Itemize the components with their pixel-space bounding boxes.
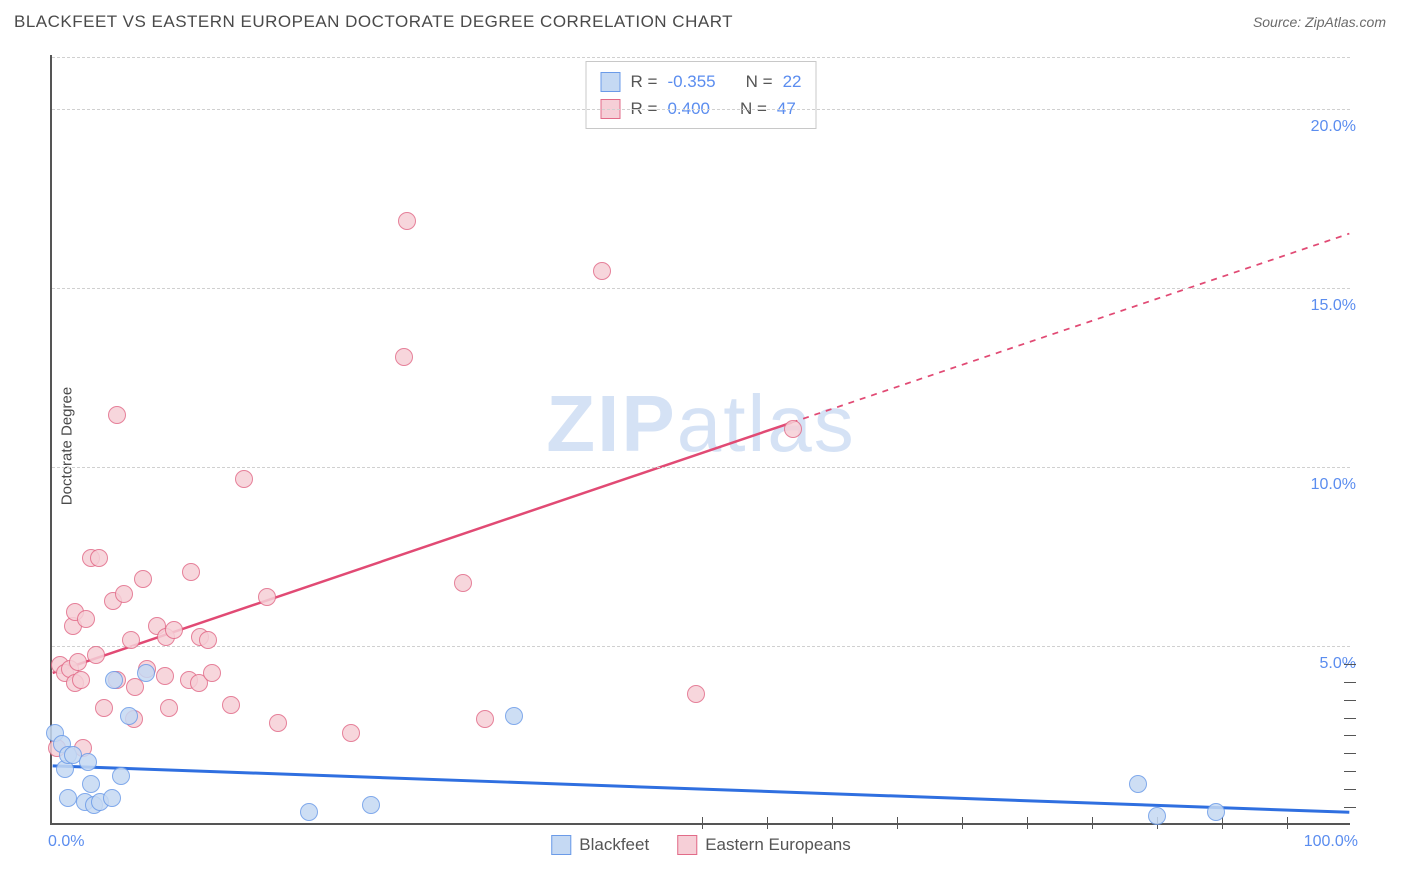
y-tick-mark <box>1344 735 1356 736</box>
stats-legend-box: R = -0.355 N = 22 R = 0.400 N = 47 <box>586 61 817 129</box>
gridline <box>52 646 1350 647</box>
data-point <box>687 685 705 703</box>
legend-label: Eastern Europeans <box>705 835 851 855</box>
data-point <box>77 610 95 628</box>
data-point <box>1129 775 1147 793</box>
data-point <box>120 707 138 725</box>
legend-item-blackfeet: Blackfeet <box>551 835 649 855</box>
data-point <box>90 549 108 567</box>
data-point <box>235 470 253 488</box>
legend-label: Blackfeet <box>579 835 649 855</box>
gridline <box>52 467 1350 468</box>
x-tick-mark <box>1287 817 1288 829</box>
y-tick-label: 10.0% <box>1311 476 1356 494</box>
data-point <box>258 588 276 606</box>
data-point <box>137 664 155 682</box>
x-tick-mark <box>1092 817 1093 829</box>
bottom-legend: Blackfeet Eastern Europeans <box>551 835 850 855</box>
data-point <box>72 671 90 689</box>
data-point <box>134 570 152 588</box>
stats-row-blackfeet: R = -0.355 N = 22 <box>601 68 802 95</box>
data-point <box>103 789 121 807</box>
x-tick-mark <box>1222 817 1223 829</box>
x-tick-mark <box>832 817 833 829</box>
n-value-blackfeet: 22 <box>783 68 802 95</box>
data-point <box>395 348 413 366</box>
data-point <box>115 585 133 603</box>
data-point <box>593 262 611 280</box>
data-point <box>182 563 200 581</box>
data-point <box>112 767 130 785</box>
data-point <box>156 667 174 685</box>
data-point <box>165 621 183 639</box>
gridline <box>52 57 1350 58</box>
y-tick-mark <box>1344 789 1356 790</box>
x-tick-mark <box>702 817 703 829</box>
watermark: ZIPatlas <box>546 378 855 470</box>
data-point <box>105 671 123 689</box>
data-point <box>122 631 140 649</box>
x-tick-mark <box>767 817 768 829</box>
scatter-chart: ZIPatlas R = -0.355 N = 22 R = 0.400 N =… <box>50 55 1350 825</box>
data-point <box>87 646 105 664</box>
x-tick-min: 0.0% <box>48 833 84 851</box>
data-point <box>82 775 100 793</box>
y-tick-mark <box>1344 771 1356 772</box>
data-point <box>476 710 494 728</box>
y-tick-label: 20.0% <box>1311 118 1356 136</box>
chart-source: Source: ZipAtlas.com <box>1253 14 1386 30</box>
gridline <box>52 109 1350 110</box>
y-tick-mark <box>1344 700 1356 701</box>
x-tick-mark <box>962 817 963 829</box>
data-point <box>1148 807 1166 825</box>
x-tick-mark <box>1027 817 1028 829</box>
chart-header: BLACKFEET VS EASTERN EUROPEAN DOCTORATE … <box>0 0 1406 40</box>
y-tick-mark <box>1344 718 1356 719</box>
data-point <box>222 696 240 714</box>
data-point <box>108 406 126 424</box>
swatch-icon <box>677 835 697 855</box>
chart-title: BLACKFEET VS EASTERN EUROPEAN DOCTORATE … <box>14 12 733 32</box>
data-point <box>362 796 380 814</box>
data-point <box>1207 803 1225 821</box>
x-tick-max: 100.0% <box>1304 833 1358 851</box>
x-tick-mark <box>897 817 898 829</box>
n-label: N = <box>746 68 773 95</box>
y-tick-mark <box>1344 664 1356 665</box>
data-point <box>203 664 221 682</box>
swatch-blackfeet <box>601 72 621 92</box>
legend-item-eastern: Eastern Europeans <box>677 835 851 855</box>
data-point <box>79 753 97 771</box>
data-point <box>269 714 287 732</box>
y-tick-mark <box>1344 753 1356 754</box>
data-point <box>505 707 523 725</box>
data-point <box>199 631 217 649</box>
data-point <box>69 653 87 671</box>
y-tick-mark <box>1344 807 1356 808</box>
swatch-icon <box>551 835 571 855</box>
data-point <box>95 699 113 717</box>
data-point <box>160 699 178 717</box>
gridline <box>52 288 1350 289</box>
y-tick-label: 15.0% <box>1311 297 1356 315</box>
r-label: R = <box>631 68 658 95</box>
data-point <box>398 212 416 230</box>
r-value-blackfeet: -0.355 <box>667 68 715 95</box>
data-point <box>300 803 318 821</box>
trend-lines <box>52 55 1350 823</box>
y-tick-mark <box>1344 682 1356 683</box>
data-point <box>342 724 360 742</box>
data-point <box>454 574 472 592</box>
data-point <box>784 420 802 438</box>
data-point <box>59 789 77 807</box>
